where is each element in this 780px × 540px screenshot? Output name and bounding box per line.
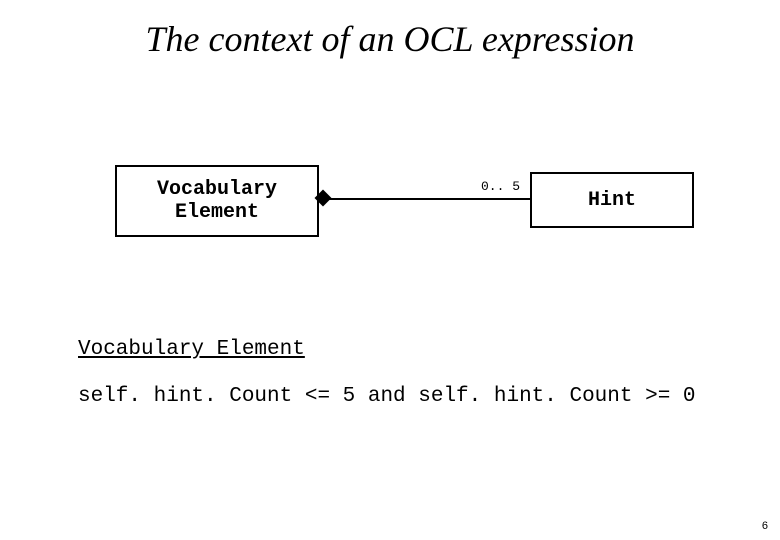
class-name: Hint [588, 189, 636, 212]
slide: The context of an OCL expression Vocabul… [0, 0, 780, 540]
page-number: 6 [762, 520, 768, 532]
ocl-expression: self. hint. Count <= 5 and self. hint. C… [78, 385, 696, 408]
class-name-line1: Vocabulary [157, 178, 277, 201]
association-line [317, 198, 530, 200]
multiplicity-label: 0.. 5 [481, 179, 520, 194]
class-box-hint: Hint [530, 172, 694, 228]
class-name-line2: Element [175, 201, 259, 224]
class-box-vocabulary-element: Vocabulary Element [115, 165, 319, 237]
uml-diagram: Vocabulary Element 0.. 5 Hint [115, 165, 690, 245]
page-title: The context of an OCL expression [0, 18, 780, 60]
ocl-context-label: Vocabulary Element [78, 338, 305, 361]
